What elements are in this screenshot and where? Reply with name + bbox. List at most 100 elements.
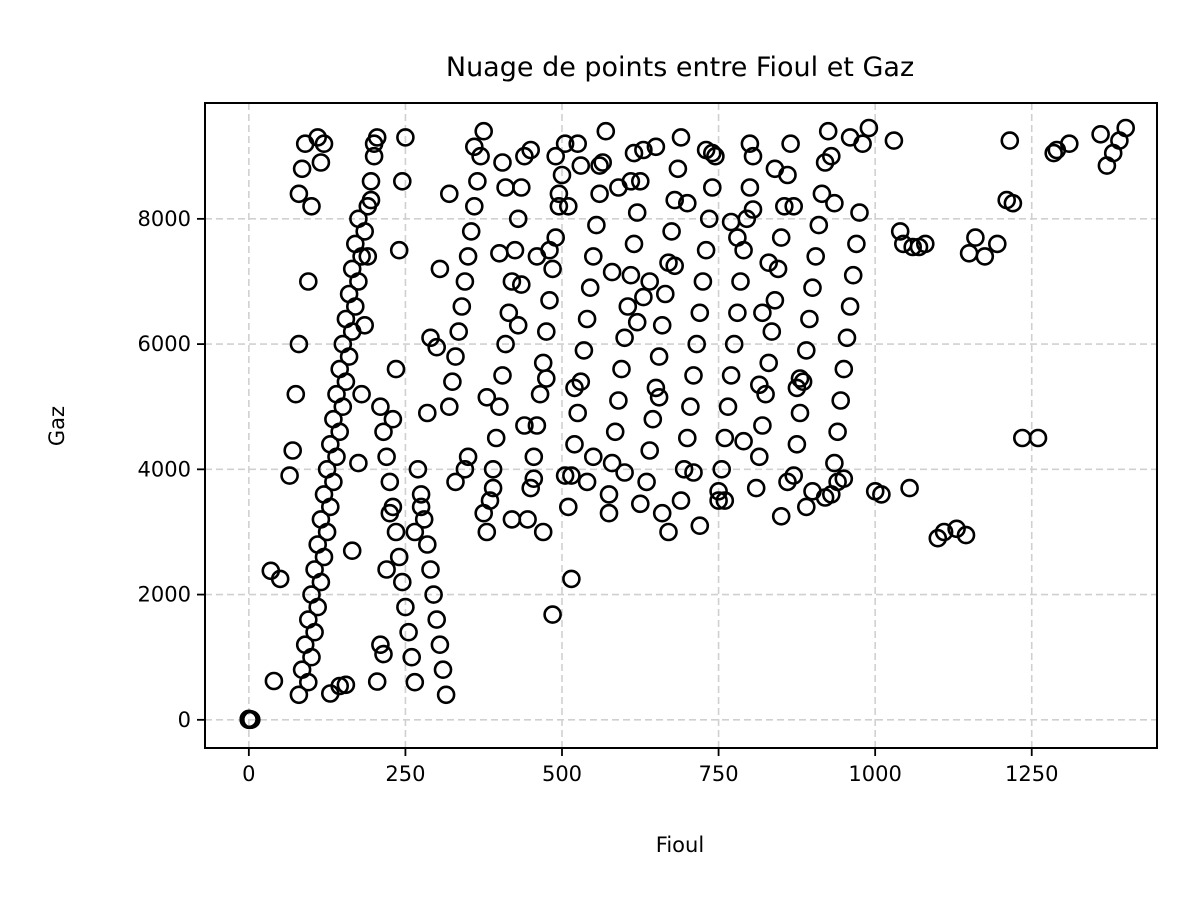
data-point (596, 121, 616, 141)
data-point (508, 209, 528, 229)
data-point (652, 503, 672, 523)
data-point (533, 522, 553, 542)
data-point (396, 597, 415, 617)
data-point (521, 140, 541, 160)
data-point (947, 519, 966, 539)
data-point (756, 384, 775, 404)
data-point (590, 184, 609, 204)
data-point (759, 353, 779, 373)
data-point (630, 494, 650, 514)
data-point (815, 153, 835, 172)
data-point (524, 447, 544, 467)
data-point (289, 334, 309, 354)
data-point (762, 322, 782, 341)
data-point (549, 184, 569, 204)
data-point (540, 290, 559, 310)
data-point (840, 297, 860, 316)
data-point (818, 121, 838, 141)
data-point (753, 416, 772, 435)
data-point (643, 409, 663, 429)
data-point (915, 234, 935, 254)
data-point (311, 153, 331, 172)
data-point (364, 146, 384, 166)
data-point (333, 397, 353, 417)
data-point (690, 303, 710, 323)
data-point (367, 128, 387, 147)
data-point (806, 247, 826, 266)
data-point (743, 146, 763, 166)
data-point (336, 372, 356, 392)
data-point (903, 237, 923, 257)
data-point (314, 134, 334, 153)
data-point (693, 272, 713, 291)
data-point (681, 397, 700, 417)
data-point (706, 146, 725, 166)
data-point (759, 253, 779, 273)
data-point (555, 466, 575, 485)
data-point (521, 478, 541, 498)
data-point (452, 297, 472, 316)
data-point (602, 262, 622, 282)
data-point (574, 341, 594, 360)
data-point (1091, 125, 1110, 144)
data-point (483, 459, 503, 479)
data-point (743, 200, 763, 219)
data-point (302, 647, 321, 667)
data-point (352, 247, 371, 266)
data-point (317, 522, 337, 542)
data-point (803, 278, 822, 298)
data-point (837, 328, 857, 348)
data-point (605, 422, 625, 442)
data-point (565, 434, 584, 454)
data-point (718, 397, 738, 417)
data-point (793, 372, 813, 392)
data-point (264, 671, 284, 691)
data-point (624, 143, 644, 163)
data-point (289, 685, 309, 705)
data-point (662, 222, 681, 241)
data-point (699, 209, 719, 229)
data-point (430, 635, 450, 655)
x-tick-label: 500 (542, 762, 582, 786)
data-point (543, 259, 562, 279)
data-point (471, 146, 490, 166)
data-point (518, 510, 537, 529)
data-point (784, 197, 804, 216)
data-point (771, 506, 791, 526)
data-point (367, 672, 387, 691)
data-point (956, 525, 976, 545)
data-point (552, 165, 572, 185)
data-point (796, 497, 816, 517)
data-point (1116, 118, 1135, 138)
data-point (640, 441, 660, 460)
data-point (734, 431, 753, 451)
data-point (850, 203, 869, 222)
data-point (314, 547, 334, 567)
data-point (533, 353, 553, 373)
data-point (634, 140, 653, 160)
data-point (728, 303, 747, 323)
data-point (609, 391, 628, 410)
data-point (590, 156, 609, 175)
plot-frame (204, 102, 1158, 749)
data-point (411, 497, 431, 517)
data-point (809, 215, 829, 235)
x-tick-label: 0 (242, 762, 255, 786)
data-point (715, 491, 735, 510)
data-point (618, 297, 638, 316)
data-point (455, 459, 475, 479)
data-point (511, 178, 531, 197)
data-point (361, 172, 381, 191)
data-point (737, 209, 757, 229)
data-point (399, 622, 418, 642)
data-point (640, 272, 660, 291)
data-point (474, 121, 494, 141)
data-point (320, 497, 340, 517)
x-tick-label: 1250 (1005, 762, 1058, 786)
data-point (665, 190, 685, 210)
data-point (505, 240, 525, 260)
data-point (768, 259, 788, 279)
data-point (568, 134, 588, 153)
data-point (778, 165, 797, 185)
data-point (342, 541, 362, 561)
